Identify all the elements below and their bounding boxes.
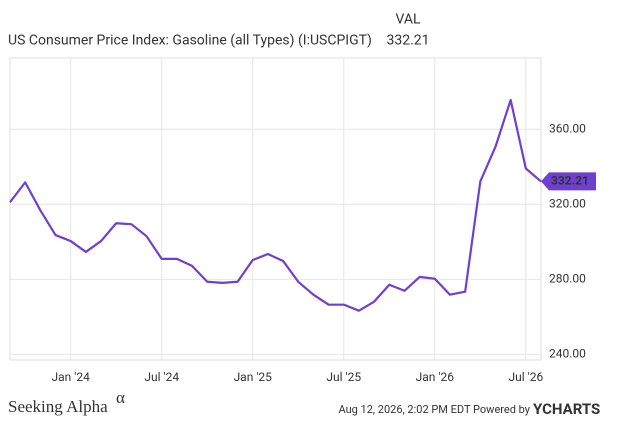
legend-value: 332.21 <box>386 33 429 49</box>
legend-header: VAL <box>395 12 421 28</box>
plot-frame <box>9 57 542 361</box>
last-value-label: 332.21 <box>551 174 589 188</box>
brand-mark: α <box>116 388 125 407</box>
last-value-flag <box>541 172 596 191</box>
x-tick-label: Jul '25 <box>326 370 361 384</box>
provider: YCHARTS <box>533 400 600 418</box>
line <box>9 98 542 312</box>
x-tick-label: Jul '26 <box>508 370 543 384</box>
x-tick-label: Jan '24 <box>52 370 91 384</box>
y-tick-label: 240.00 <box>549 347 586 361</box>
series-name: US Consumer Price Index: Gasoline (all T… <box>8 33 372 49</box>
x-tick-label: Jan '25 <box>234 370 273 384</box>
x-tick-label: Jan '26 <box>416 370 455 384</box>
y-tick-label: 320.00 <box>549 196 586 210</box>
y-tick-label: 280.00 <box>549 272 586 286</box>
y-tick-label: 360.00 <box>549 121 586 135</box>
timestamp: Aug 12, 2026, 2:02 PM EDT Powered by <box>338 403 530 416</box>
x-tick-label: Jul '24 <box>144 370 179 384</box>
brand: Seeking Alpha <box>8 397 108 416</box>
